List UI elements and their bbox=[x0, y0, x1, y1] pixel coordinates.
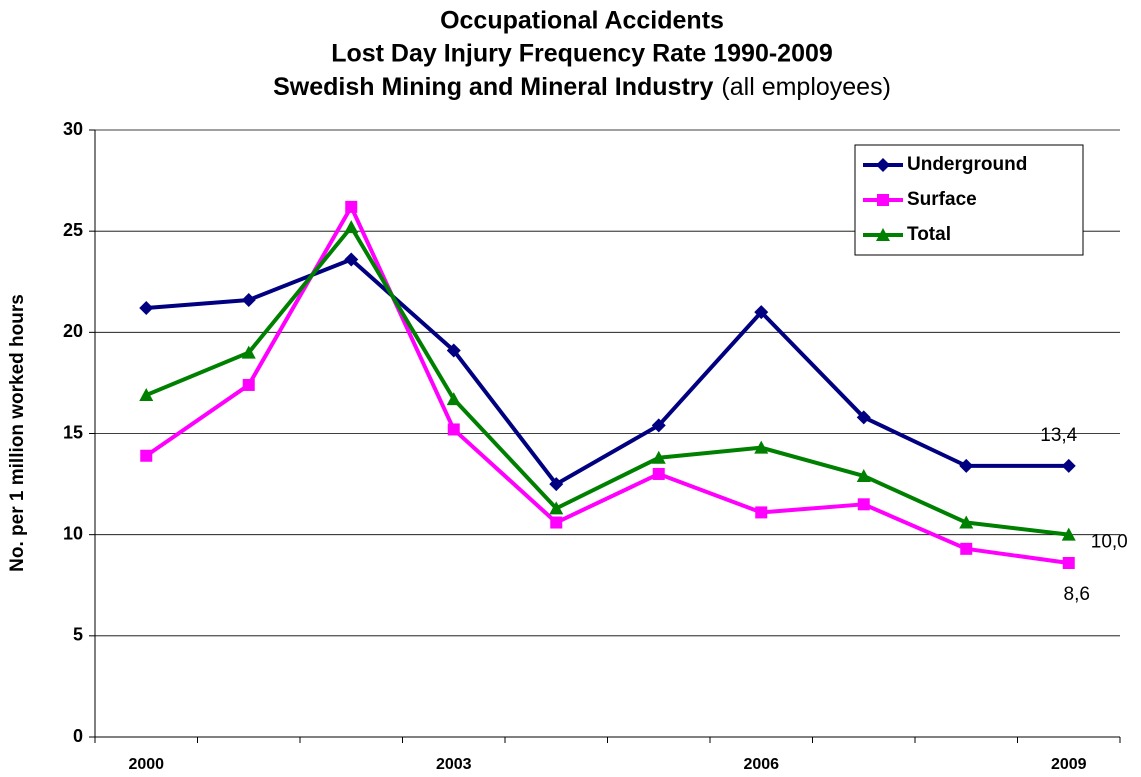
marker bbox=[652, 467, 665, 480]
chart-title-line: Swedish Mining and Mineral Industry bbox=[273, 73, 713, 101]
y-tick-label: 10 bbox=[63, 523, 83, 543]
marker bbox=[139, 388, 154, 402]
marker bbox=[344, 220, 359, 234]
marker bbox=[651, 450, 666, 464]
marker bbox=[877, 194, 889, 206]
chart-subtitle: (all employees) bbox=[721, 73, 891, 101]
y-tick-label: 30 bbox=[63, 119, 83, 139]
chart-title-line: Swedish Mining and Mineral Industry (all … bbox=[273, 73, 891, 101]
legend-label: Underground bbox=[907, 154, 1027, 175]
marker bbox=[140, 449, 153, 462]
chart-title-line: Occupational Accidents bbox=[440, 7, 724, 35]
data-label: 13,4 bbox=[1040, 425, 1077, 446]
x-tick-label: 2009 bbox=[1051, 756, 1087, 773]
marker bbox=[1061, 527, 1076, 541]
series-line bbox=[146, 257, 1069, 487]
marker bbox=[549, 501, 564, 515]
y-tick-label: 25 bbox=[63, 220, 83, 240]
marker bbox=[857, 498, 870, 511]
marker bbox=[959, 515, 974, 529]
data-label: 8,6 bbox=[1064, 584, 1090, 605]
legend-label: Total bbox=[907, 224, 951, 245]
marker bbox=[139, 301, 154, 316]
marker bbox=[345, 200, 358, 213]
marker bbox=[241, 292, 256, 307]
y-tick-label: 20 bbox=[63, 321, 83, 341]
marker bbox=[446, 343, 461, 358]
y-tick-label: 0 bbox=[73, 726, 83, 746]
chart-title-line: Lost Day Injury Frequency Rate 1990-2009 bbox=[331, 40, 833, 68]
x-tick-label: 2000 bbox=[128, 756, 164, 773]
legend: Underground Surface Total bbox=[854, 144, 1084, 256]
y-tick-label: 5 bbox=[73, 625, 83, 645]
marker bbox=[1062, 556, 1075, 569]
marker bbox=[755, 506, 768, 519]
series-line bbox=[145, 204, 1070, 565]
marker bbox=[754, 440, 769, 454]
y-tick-label: 15 bbox=[63, 422, 83, 442]
marker bbox=[876, 158, 890, 172]
marker bbox=[344, 252, 359, 267]
marker bbox=[447, 423, 460, 436]
marker bbox=[550, 516, 563, 529]
marker bbox=[876, 228, 890, 241]
marker bbox=[960, 542, 973, 555]
marker bbox=[856, 468, 871, 482]
y-axis-label: No. per 1 million worked hours bbox=[7, 294, 28, 572]
marker bbox=[856, 410, 871, 425]
marker bbox=[446, 392, 461, 406]
data-label: 10,0 bbox=[1091, 532, 1128, 553]
marker bbox=[754, 305, 769, 320]
marker bbox=[1061, 458, 1076, 473]
x-tick-label: 2006 bbox=[743, 756, 779, 773]
marker bbox=[651, 418, 666, 433]
marker bbox=[959, 458, 974, 473]
marker bbox=[549, 477, 564, 492]
series-line bbox=[145, 225, 1069, 537]
marker bbox=[242, 378, 255, 391]
legend-label: Surface bbox=[907, 189, 977, 210]
x-tick-label: 2003 bbox=[436, 756, 472, 773]
marker bbox=[241, 345, 256, 359]
